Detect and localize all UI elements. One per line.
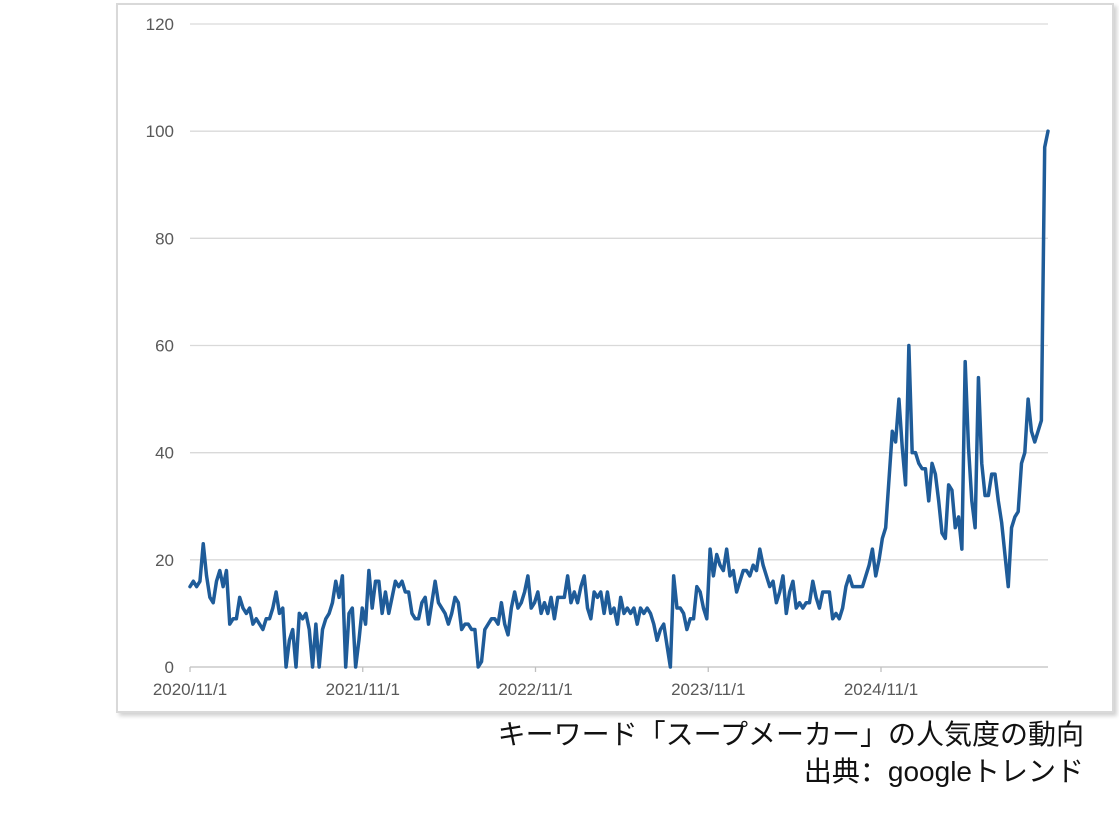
caption-line-2: 出典：googleトレンド [803,756,1084,787]
trend-chart: 0 20 40 60 80 100 120 2020/11/1 2021/11/1 2022/11… [146,15,1050,699]
y-axis-label: 100 [146,122,174,141]
y-axis-label: 40 [155,444,174,463]
caption-line-1: キーワード「スープメーカー」の人気度の動向 [497,719,1084,750]
x-axis-label: 2024/11/1 [844,680,918,699]
caption: キーワード「スープメーカー」の人気度の動向 出典：googleトレンド [0,716,1084,790]
x-axis-label: 2023/11/1 [671,680,745,699]
x-axis-label: 2021/11/1 [326,680,400,699]
trend-line [188,129,1050,669]
y-axis-label: 0 [165,658,174,677]
y-axis-label: 120 [146,15,174,34]
x-axis-label: 2022/11/1 [498,680,572,699]
y-axis-label: 20 [155,551,174,570]
y-axis-label: 80 [155,229,174,248]
x-axis-label: 2020/11/1 [153,680,227,699]
y-axis-label: 60 [155,337,174,356]
chart-card: 0 20 40 60 80 100 120 2020/11/1 2021/11/1 2022/11… [116,3,1114,713]
